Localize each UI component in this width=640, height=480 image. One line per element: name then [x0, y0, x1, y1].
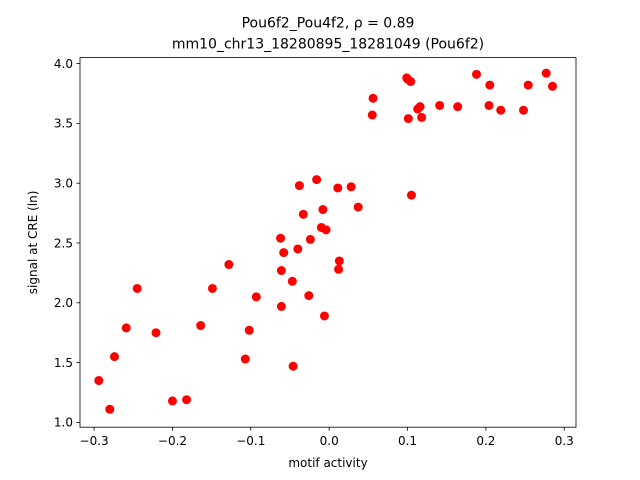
data-point-14: [276, 233, 286, 243]
x-tick-label: 0.2: [476, 434, 495, 448]
data-point-18: [287, 276, 297, 286]
data-point-49: [485, 80, 495, 90]
data-point-27: [318, 205, 328, 215]
x-tick-label: −0.1: [236, 434, 265, 448]
y-tick-label: 1.0: [54, 416, 73, 430]
data-point-11: [240, 354, 250, 364]
data-point-21: [294, 181, 304, 191]
data-point-48: [484, 100, 494, 110]
data-point-47: [471, 69, 481, 79]
data-point-43: [415, 102, 425, 112]
data-point-17: [279, 248, 289, 258]
data-point-1: [105, 404, 115, 414]
data-point-41: [406, 190, 416, 200]
data-point-28: [319, 311, 329, 321]
x-tick-label: 0.1: [398, 434, 417, 448]
y-tick-label: 3.5: [54, 117, 73, 131]
data-point-15: [276, 266, 286, 276]
data-point-52: [523, 80, 533, 90]
data-points: [94, 68, 557, 414]
data-point-44: [417, 112, 427, 122]
data-point-45: [435, 100, 445, 110]
data-point-10: [224, 260, 234, 270]
data-point-2: [109, 352, 119, 362]
y-tick-label: 1.5: [54, 356, 73, 370]
data-point-31: [334, 264, 344, 274]
data-point-39: [403, 114, 413, 124]
data-point-0: [94, 376, 104, 386]
data-point-4: [132, 283, 142, 293]
data-point-36: [368, 93, 378, 103]
data-point-22: [298, 209, 308, 219]
data-point-7: [182, 395, 192, 405]
data-point-3: [121, 323, 131, 333]
y-tick-label: 2.5: [54, 236, 73, 250]
data-point-33: [346, 182, 356, 192]
data-point-29: [321, 225, 331, 235]
data-point-16: [276, 301, 286, 311]
plot-area-frame: [79, 57, 577, 428]
y-tick-label: 2.0: [54, 296, 73, 310]
data-point-20: [293, 244, 303, 254]
data-point-50: [496, 105, 506, 115]
data-point-23: [304, 291, 314, 301]
y-tick-label: 4.0: [54, 57, 73, 71]
chart-title: Pou6f2_Pou4f2, ρ = 0.89: [242, 16, 415, 32]
data-point-54: [547, 81, 557, 91]
y-axis-label: signal at CRE (ln): [26, 191, 40, 295]
data-point-46: [453, 102, 463, 112]
x-tick-label: 0.3: [555, 434, 574, 448]
data-point-32: [334, 256, 344, 266]
data-point-9: [207, 283, 217, 293]
data-point-8: [196, 321, 206, 331]
data-point-34: [353, 202, 363, 212]
data-point-51: [519, 105, 528, 115]
data-point-25: [312, 175, 322, 185]
x-tick-label: −0.3: [80, 434, 109, 448]
y-axis-ticks: 1.0 1.5 2.0 2.5 3.0 3.5 4.0: [54, 57, 80, 430]
y-tick-label: 3.0: [54, 176, 73, 190]
data-point-30: [333, 183, 343, 193]
x-axis-label: motif activity: [288, 456, 367, 470]
x-axis-ticks: −0.3 −0.2 −0.1 0.0 0.1 0.2 0.3: [80, 427, 574, 448]
data-point-13: [251, 292, 261, 302]
data-point-24: [305, 234, 315, 244]
data-point-40: [406, 77, 416, 87]
data-point-19: [288, 361, 298, 371]
x-tick-label: 0.0: [320, 434, 339, 448]
data-point-5: [151, 328, 161, 338]
x-tick-label: −0.2: [158, 434, 187, 448]
data-point-53: [541, 68, 551, 78]
data-point-6: [167, 396, 177, 406]
data-point-35: [367, 110, 377, 120]
data-point-12: [244, 325, 254, 335]
chart-subtitle: mm10_chr13_18280895_18281049 (Pou6f2): [172, 37, 484, 53]
